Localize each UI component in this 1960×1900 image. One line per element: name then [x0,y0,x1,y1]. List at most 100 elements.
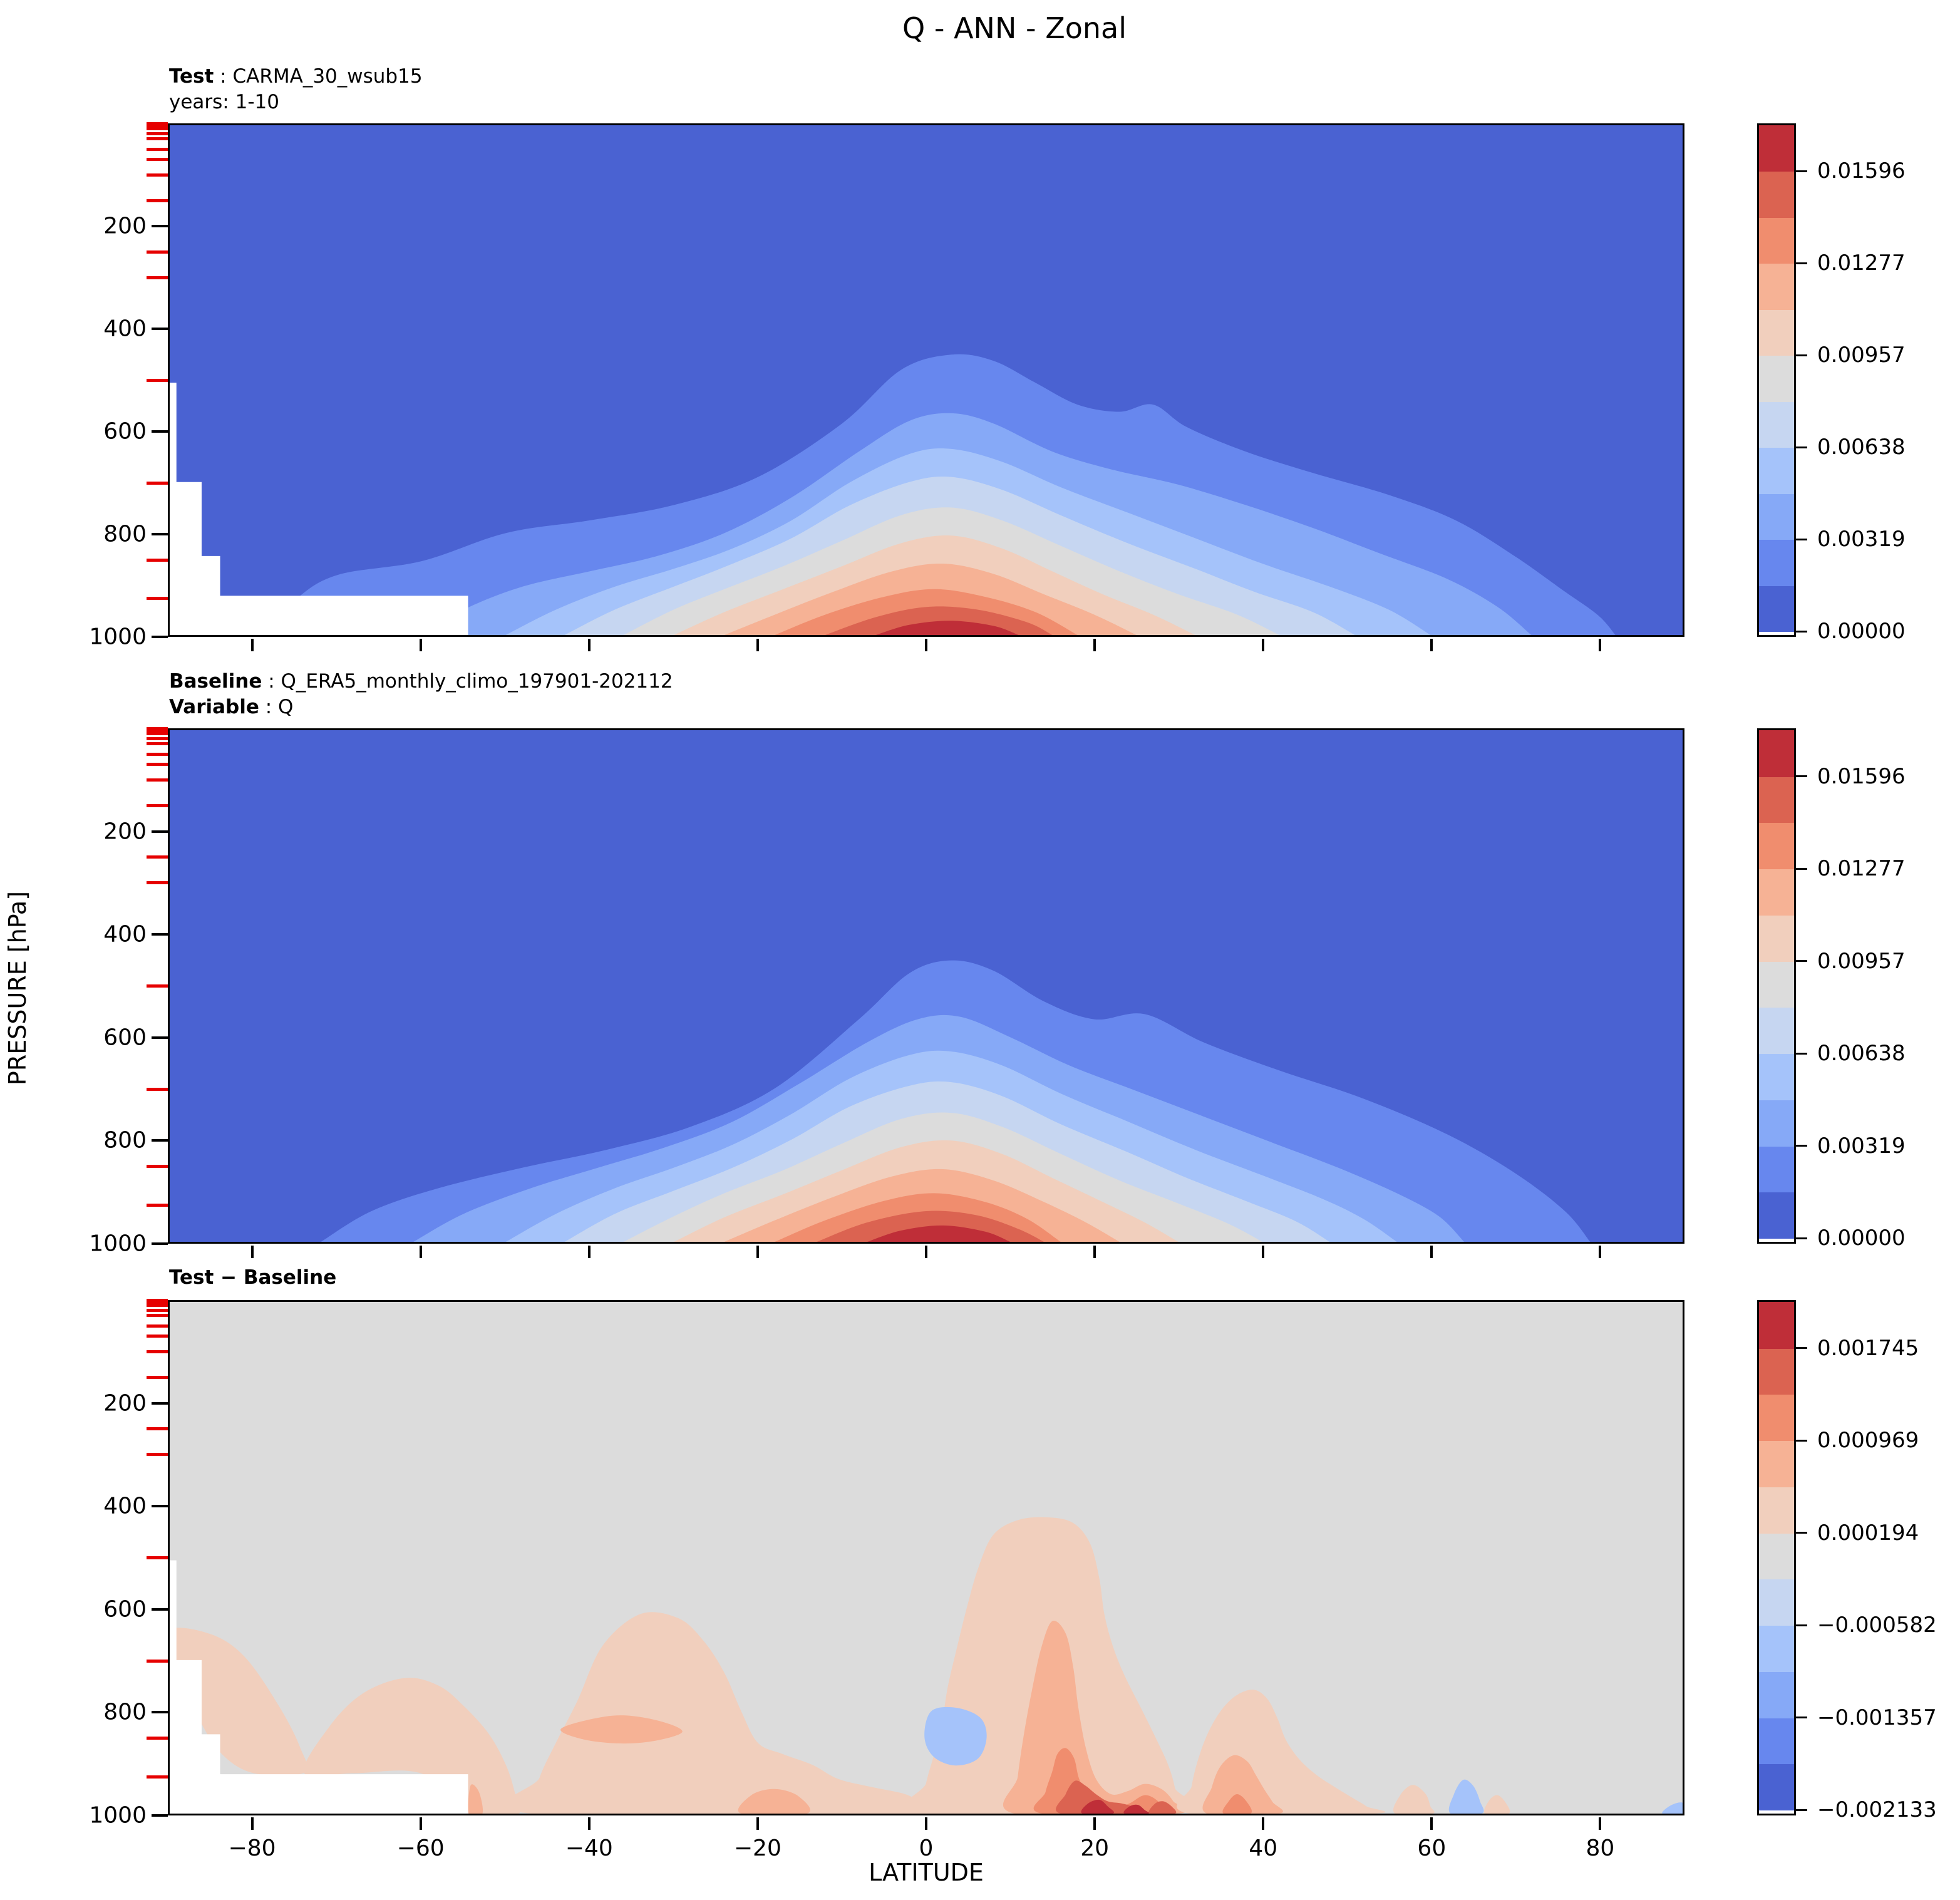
diff-y-tick-400 [152,1505,168,1508]
test-y-tick-label-800: 800 [103,521,147,547]
test-years: years: 1-10 [169,91,279,113]
diff-model-level-tick-700 [147,1659,168,1663]
diff-blob-14 [1202,1755,1283,1814]
diff-y-tick-1000 [152,1814,168,1817]
cb-diff-segment-1 [1759,1717,1794,1765]
test-model-level-tick-250 [147,250,168,254]
test-model-level-tick-30 [147,137,168,141]
cb-diff-tick-5 [1796,1347,1807,1350]
cb-test-tick-label-0: 0.00000 [1817,619,1906,644]
cb-baseline-segment-4 [1759,1007,1794,1055]
baseline-model-level-tick-250 [147,855,168,859]
cb-diff-segment-10 [1759,1302,1794,1349]
baseline-y-tick-label-1000: 1000 [89,1231,147,1257]
cb-baseline-segment-7 [1759,869,1794,916]
diff-blob-3 [503,1612,951,1814]
cb-test-segment-2 [1759,493,1794,540]
cb-test-tick-label-5: 0.01596 [1817,158,1906,184]
baseline-model-level-tick-925 [147,1203,168,1207]
diff-model-level-tick-50 [147,1324,168,1328]
x-tick-label-60: 60 [1417,1835,1447,1861]
x-tick-label--80: −80 [228,1835,276,1861]
diff-x-tick-60 [1430,1817,1433,1830]
cb-diff-tick-label-1: −0.001357 [1817,1705,1937,1730]
cb-diff-tick-1 [1796,1717,1807,1719]
cb-baseline-segment-0 [1759,1192,1794,1239]
cb-test-segment-6 [1759,309,1794,356]
cb-test-tick-3 [1796,354,1807,356]
test-model-level-tick-50 [147,147,168,151]
cb-baseline-segment-3 [1759,1053,1794,1100]
diff-blob-12 [1123,1804,1150,1814]
cb-diff-segment-8 [1759,1394,1794,1442]
cb-test-segment-8 [1759,217,1794,264]
cb-baseline-segment-2 [1759,1099,1794,1147]
cb-diff-segment-3 [1759,1625,1794,1672]
diff-y-tick-600 [152,1608,168,1611]
baseline-x-tick-40 [1262,1246,1265,1258]
diff-model-level-tick-30 [147,1314,168,1318]
colorbar-test [1757,123,1796,637]
test-model-level-tick-150 [147,199,168,202]
baseline-model-level-tick-500 [147,984,168,988]
diff-blob-9 [1056,1780,1145,1814]
baseline-y-tick-800 [152,1139,168,1142]
diff-model-level-tick-70 [147,1335,168,1338]
baseline-y-tick-200 [152,830,168,833]
test-model-level-tick-100 [147,173,168,177]
test-x-tick-60 [1430,639,1433,651]
colorbar-baseline [1757,728,1796,1244]
diff-blob-7 [1003,1621,1189,1814]
baseline-x-tick--20 [756,1246,759,1258]
diff-blob-17 [924,1706,987,1766]
cb-diff-tick-0 [1796,1809,1807,1811]
baseline-y-tick-label-600: 600 [103,1025,147,1051]
test-x-tick-0 [925,639,927,651]
test-topography-mask [170,383,468,635]
baseline-model-level-tick-30 [147,742,168,746]
baseline-label: Baseline [169,670,262,693]
x-tick-label--20: −20 [733,1835,781,1861]
diff-x-tick-80 [1599,1817,1602,1830]
diff-blob-2 [468,1784,483,1814]
diff-model-level-tick-850 [147,1737,168,1740]
baseline-value: : Q_ERA5_monthly_climo_197901-202112 [262,670,673,693]
diff-blob-16 [1393,1785,1435,1814]
cb-diff-tick-label-5: 0.001745 [1817,1335,1919,1361]
diff-topography-mask [170,1560,468,1814]
test-y-tick-label-1000: 1000 [89,624,147,650]
diff-x-tick--80 [250,1817,254,1830]
cb-baseline-tick-label-1: 0.00319 [1817,1133,1906,1159]
panel-baseline-plot [168,728,1684,1244]
baseline-x-tick-20 [1093,1246,1096,1258]
panel-baseline-header: Baseline : Q_ERA5_monthly_climo_197901-2… [169,669,673,720]
baseline-x-tick--40 [587,1246,591,1258]
diff-y-tick-label-200: 200 [103,1390,147,1417]
y-axis-label: PRESSURE [hPa] [4,891,31,1086]
cb-test-segment-4 [1759,401,1794,448]
diff-blob-10 [1148,1801,1177,1814]
cb-diff-segment-5 [1759,1532,1794,1580]
cb-test-segment-3 [1759,447,1794,494]
variable-label: Variable [169,696,259,718]
diff-y-tick-200 [152,1402,168,1405]
cb-test-tick-2 [1796,446,1807,448]
cb-test-tick-label-4: 0.01277 [1817,250,1906,276]
diff-x-tick--20 [756,1817,759,1830]
cb-baseline-tick-label-3: 0.00957 [1817,948,1906,974]
test-model-level-tick-20 [147,132,168,135]
x-tick-label--60: −60 [396,1835,445,1861]
cb-diff-segment-6 [1759,1486,1794,1534]
cb-test-segment-9 [1759,171,1794,218]
test-model-level-tick-300 [147,276,168,279]
test-band-9 [875,621,1019,635]
test-model-level-tick-700 [147,481,168,485]
cb-test-tick-5 [1796,170,1807,172]
cb-diff-tick-label-0: −0.002133 [1817,1797,1937,1822]
cb-diff-tick-label-3: 0.000194 [1817,1520,1919,1546]
test-x-tick-80 [1599,639,1602,651]
diff-blob-20 [1662,1802,1683,1814]
cb-baseline-tick-label-4: 0.01277 [1817,856,1906,882]
diff-y-tick-label-600: 600 [103,1596,147,1623]
